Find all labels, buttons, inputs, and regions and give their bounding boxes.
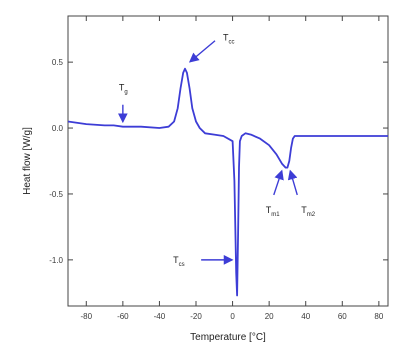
series-line [67,67,388,297]
y-tick-label: 0.0 [52,124,64,133]
y-tick-label: 0.5 [52,58,64,67]
y-axis-ticks: 0.5 0.0 -0.5 -1.0 [49,58,388,265]
y-tick-label: -0.5 [49,190,63,199]
y-tick-label: -1.0 [49,256,63,265]
x-tick-label: -40 [154,312,166,321]
x-tick-label: -20 [190,312,202,321]
y-axis-title: Heat flow [W/g] [22,127,33,195]
x-tick-label: -80 [81,312,93,321]
annotations-layer: Tg Tcc Tcs Tm1 Tm2 [117,33,316,268]
annotation-arrow [287,169,298,196]
x-tick-label: 60 [338,312,347,321]
annotation-arrow [273,169,284,196]
annotation-label: Tm1 [266,205,280,218]
annotation-label: Tcc [223,33,235,46]
annotation-label: Tcs [173,255,185,268]
x-tick-label: 40 [301,312,310,321]
x-axis-ticks: -80 -60 -40 -20 0 20 40 60 80 [81,16,384,321]
annotation-label: Tm2 [301,205,315,218]
x-tick-label: 0 [230,312,235,321]
plot-area [67,15,389,307]
annotation-arrow [188,40,216,63]
series-layer [67,67,388,297]
x-tick-label: -60 [117,312,129,321]
x-axis-title: Temperature [°C] [190,332,266,343]
x-tick-label: 20 [265,312,274,321]
x-tick-label: 80 [374,312,383,321]
annotation-label: Tg [119,83,128,96]
